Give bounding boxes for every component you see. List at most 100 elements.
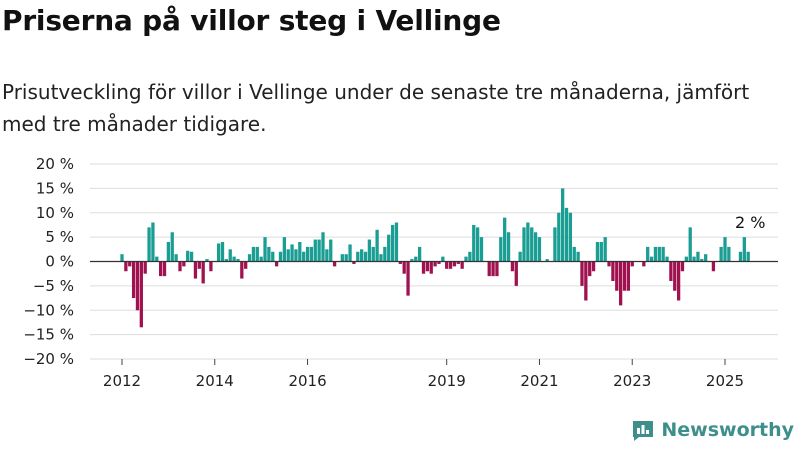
bar-negative (487, 261, 491, 277)
bar-positive (348, 244, 352, 262)
bar-positive (371, 246, 375, 262)
bar-positive (684, 256, 688, 262)
bar-positive (595, 242, 600, 262)
bar-positive (653, 246, 658, 262)
bar-positive (189, 251, 194, 262)
bar-positive (468, 251, 472, 262)
bar-negative (128, 261, 132, 267)
x-tick-label: 2025 (706, 372, 744, 390)
bar-negative (445, 261, 449, 269)
bar-positive (557, 212, 561, 262)
y-tick-label: −20 % (23, 350, 74, 368)
bar-negative (456, 261, 460, 264)
bar-negative (452, 261, 457, 267)
bar-negative (143, 261, 147, 274)
bar-negative (588, 261, 592, 277)
bar-positive (704, 254, 708, 262)
bar-positive (267, 246, 271, 262)
bar-negative (491, 261, 495, 277)
bar-positive (738, 251, 743, 262)
bar-positive (561, 188, 565, 262)
x-tick-label: 2021 (520, 372, 558, 390)
x-tick-label: 2014 (196, 372, 234, 390)
bar-positive (665, 256, 669, 262)
bar-positive (417, 246, 422, 262)
bar-positive (271, 251, 275, 262)
bar-positive (475, 227, 480, 262)
bar-negative (182, 261, 186, 267)
bar-positive (414, 256, 418, 262)
bar-negative (159, 261, 163, 277)
bar-positive (696, 251, 700, 262)
bar-positive (329, 239, 333, 262)
bar-positive (294, 249, 298, 262)
bar-positive (572, 246, 576, 262)
bar-negative (240, 261, 244, 279)
bar-negative (642, 261, 646, 267)
bar-negative (162, 261, 167, 277)
bar-positive (472, 224, 476, 262)
bar-positive (278, 251, 283, 262)
bar-positive (375, 229, 379, 262)
bar-positive (723, 237, 727, 262)
bar-negative (352, 261, 356, 264)
bar-positive (553, 227, 557, 262)
bar-positive (646, 246, 650, 262)
bar-positive (499, 237, 503, 262)
bar-chart-icon (633, 421, 654, 441)
bar-positive (228, 249, 232, 262)
bar-negative (124, 261, 128, 272)
bar-negative (680, 261, 685, 272)
bar-negative (618, 261, 623, 306)
bar-positive (224, 259, 229, 262)
y-tick-label: 20 % (36, 155, 74, 173)
bar-positive (390, 224, 395, 262)
bar-negative (197, 261, 201, 269)
bar-negative (607, 261, 611, 267)
bar-negative (178, 261, 182, 272)
x-tick-label: 2023 (613, 372, 651, 390)
bar-negative (398, 261, 402, 264)
bar-negative (630, 261, 634, 267)
bar-positive (302, 251, 306, 262)
bar-positive (247, 254, 252, 262)
bar-positive (657, 246, 661, 262)
bar-positive (120, 254, 124, 262)
bar-positive (441, 256, 445, 262)
bar-positive (410, 259, 414, 262)
bar-positive (363, 251, 368, 262)
bar-positive (719, 246, 723, 262)
bar-positive (321, 232, 325, 262)
bar-positive (537, 237, 542, 262)
bar-negative (510, 261, 515, 272)
bar-negative (673, 261, 677, 291)
bar-positive (216, 243, 221, 262)
bar-negative (425, 261, 430, 272)
x-tick-label: 2012 (103, 372, 141, 390)
bar-negative (669, 261, 673, 281)
y-tick-label: 5 % (45, 228, 74, 246)
bar-positive (603, 237, 607, 262)
bar-negative (429, 261, 433, 274)
bar-positive (464, 256, 468, 262)
bar-negative (626, 261, 631, 291)
bar-positive (367, 239, 372, 262)
bar-positive (147, 227, 151, 262)
bar-positive (522, 227, 526, 262)
chart-title: Priserna på villor steg i Vellinge (2, 4, 501, 37)
bar-positive (661, 246, 665, 262)
bar-positive (155, 256, 159, 262)
bar-negative (580, 261, 584, 286)
bar-positive (151, 222, 155, 262)
bar-negative (139, 261, 143, 328)
bar-positive (255, 246, 259, 262)
chart-subtitle: Prisutveckling för villor i Vellinge und… (2, 80, 750, 136)
bar-positive (576, 251, 580, 262)
bar-positive (282, 237, 286, 262)
bar-positive (526, 222, 530, 262)
bar-positive (503, 217, 507, 262)
bar-positive (263, 237, 267, 262)
bar-positive (692, 256, 696, 262)
bar-positive (290, 244, 294, 262)
